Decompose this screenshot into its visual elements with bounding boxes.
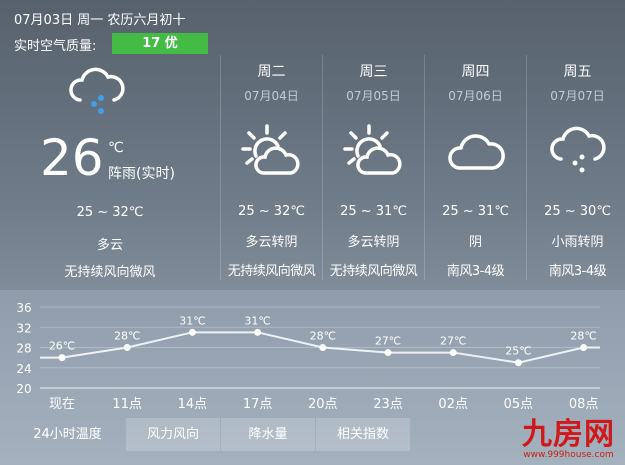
data-label: 28℃ xyxy=(570,330,596,343)
air-quality-badge[interactable]: 17 优 xyxy=(112,33,208,54)
y-tick-label: 32 xyxy=(16,321,31,335)
y-tick-label: 28 xyxy=(16,342,31,356)
cloud-icon xyxy=(425,110,526,190)
temperature-chart: 36 32 28 24 20 26℃ 现在 28℃ 11点 31℃ 14点 31℃ 17点 28℃ 20点 2… xyxy=(16,301,600,412)
data-label: 28℃ xyxy=(310,330,336,343)
partly-cloudy-icon xyxy=(221,110,322,190)
data-point xyxy=(384,349,392,357)
wind-desc: 无持续风向微风 xyxy=(227,264,316,279)
data-label: 31℃ xyxy=(179,314,205,327)
forecast-day[interactable]: 周四 07月06日 25 ~ 31℃ 阴 南风3-4级 xyxy=(424,55,526,280)
forecast-date: 07月07日 xyxy=(550,89,605,103)
rain-cloud-icon xyxy=(527,110,625,190)
data-point xyxy=(449,349,457,357)
data-label: 31℃ xyxy=(244,314,270,327)
x-tick-label: 20点 xyxy=(308,397,338,412)
weather-desc: 小雨转阴 xyxy=(551,235,604,250)
data-label: 27℃ xyxy=(440,335,466,348)
temp-range: 25 ~ 32℃ xyxy=(238,204,305,219)
x-tick-label: 11点 xyxy=(112,397,142,412)
temp-range: 25 ~ 30℃ xyxy=(544,204,611,219)
data-point xyxy=(254,328,262,336)
tab-precipitation[interactable]: 降水量 xyxy=(221,418,315,451)
data-point xyxy=(319,344,327,351)
data-point xyxy=(188,328,196,336)
weekday: 周三 xyxy=(359,64,388,80)
data-label: 25℃ xyxy=(505,345,531,358)
forecast-date: 07月04日 xyxy=(244,89,299,103)
today-wind: 无持续风向微风 xyxy=(64,265,156,280)
x-tick-label: 08点 xyxy=(569,397,599,412)
data-point xyxy=(123,344,131,351)
tab-indices[interactable]: 相关指数 xyxy=(316,418,410,451)
data-point xyxy=(514,359,522,367)
y-tick-label: 36 xyxy=(16,301,31,315)
y-tick-label: 24 xyxy=(16,362,31,376)
wind-desc: 南风3-4级 xyxy=(548,264,607,279)
tab-24h-temperature[interactable]: 24小时温度 xyxy=(33,427,102,442)
y-tick-label: 20 xyxy=(16,382,31,396)
temp-range: 25 ~ 31℃ xyxy=(340,204,407,219)
temp-range: 25 ~ 31℃ xyxy=(442,204,509,219)
x-tick-label: 23点 xyxy=(373,397,403,412)
forecast-day[interactable]: 周三 07月05日 25 ~ 31℃ 多云转阴 无持续风向微风 xyxy=(322,55,424,280)
weekday: 周五 xyxy=(563,64,592,80)
current-temperature: 26 xyxy=(40,129,104,187)
tab-bar: 24小时温度 风力风向 降水量 相关指数 xyxy=(10,418,411,451)
logo: 九房网 www.999house.com xyxy=(522,417,615,461)
x-tick-label: 17点 xyxy=(243,397,273,412)
forecast-day[interactable]: 周五 07月07日 25 ~ 30℃ 小雨转阴 南风3-4级 xyxy=(526,55,625,280)
today-range: 25 ~ 32℃ xyxy=(76,205,144,220)
logo-name: 九房网 xyxy=(522,417,615,452)
forecast-day[interactable]: 周二 07月04日 25 ~ 32℃ 多云转阴 无持续风向微风 xyxy=(220,55,322,280)
weather-desc: 多云转阴 xyxy=(245,235,298,250)
hourly-section: 36 32 28 24 20 26℃ 现在 28℃ 11点 31℃ 14点 31℃ 17点 28℃ 20点 2… xyxy=(0,290,625,465)
data-label: 26℃ xyxy=(49,340,75,353)
x-tick-label: 14点 xyxy=(178,397,208,412)
weather-desc: 阴 xyxy=(468,235,482,250)
weekday: 周四 xyxy=(461,64,490,80)
data-label: 28℃ xyxy=(114,330,140,343)
wind-desc: 南风3-4级 xyxy=(446,264,505,279)
weather-panel: 07月03日 周一 农历六月初十 实时空气质量: 17 优 26 ℃ 阵雨(实时… xyxy=(0,0,625,290)
weekday: 周二 xyxy=(257,64,286,80)
x-tick-label: 05点 xyxy=(504,397,534,412)
logo-url: www.999house.com xyxy=(523,450,614,460)
data-point xyxy=(580,344,588,351)
data-label: 27℃ xyxy=(375,335,401,348)
air-quality-label: 实时空气质量: xyxy=(14,39,97,54)
rain-cloud-icon xyxy=(66,66,128,120)
today-weather: 多云 xyxy=(96,238,123,253)
current-condition: 阵雨(实时) xyxy=(108,166,175,182)
x-tick-label: 02点 xyxy=(438,397,468,412)
forecast-date: 07月05日 xyxy=(346,89,401,103)
x-tick-label: 现在 xyxy=(49,397,75,412)
weather-desc: 多云转阴 xyxy=(347,235,400,250)
data-point xyxy=(58,354,66,362)
temperature-unit: ℃ xyxy=(108,140,124,156)
tab-wind[interactable]: 风力风向 xyxy=(126,418,220,451)
forecast-date: 07月06日 xyxy=(448,89,503,103)
partly-cloudy-icon xyxy=(323,110,424,190)
wind-desc: 无持续风向微风 xyxy=(329,264,418,279)
date-text: 07月03日 周一 农历六月初十 xyxy=(14,13,186,28)
